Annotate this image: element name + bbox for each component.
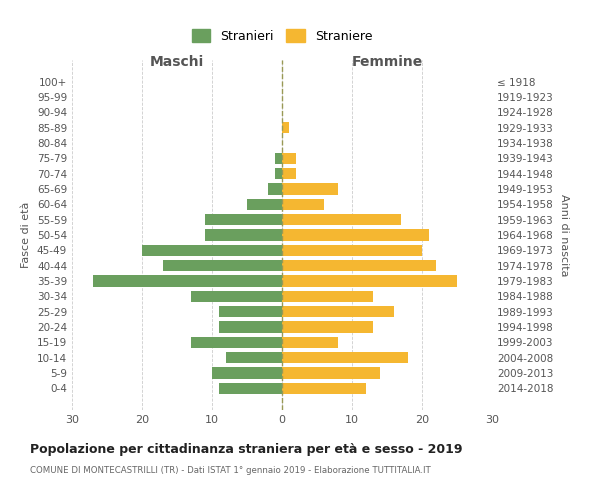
Bar	[282, 276, 457, 287]
Bar	[282, 244, 422, 256]
Bar	[268, 183, 282, 194]
Bar	[282, 168, 296, 179]
Bar	[275, 168, 282, 179]
Bar	[191, 290, 282, 302]
Bar	[282, 214, 401, 226]
Bar	[282, 382, 366, 394]
Bar	[219, 322, 282, 333]
Bar	[282, 306, 394, 318]
Bar	[282, 352, 408, 364]
Bar	[219, 382, 282, 394]
Legend: Stranieri, Straniere: Stranieri, Straniere	[187, 24, 377, 48]
Bar	[282, 368, 380, 379]
Y-axis label: Fasce di età: Fasce di età	[22, 202, 31, 268]
Bar	[282, 152, 296, 164]
Text: COMUNE DI MONTECASTRILLI (TR) - Dati ISTAT 1° gennaio 2019 - Elaborazione TUTTIT: COMUNE DI MONTECASTRILLI (TR) - Dati IST…	[30, 466, 431, 475]
Bar	[191, 336, 282, 348]
Text: Popolazione per cittadinanza straniera per età e sesso - 2019: Popolazione per cittadinanza straniera p…	[30, 442, 463, 456]
Bar	[163, 260, 282, 272]
Bar	[282, 290, 373, 302]
Bar	[282, 122, 289, 134]
Bar	[275, 152, 282, 164]
Bar	[205, 214, 282, 226]
Bar	[282, 183, 338, 194]
Bar	[282, 229, 429, 241]
Bar	[282, 260, 436, 272]
Bar	[226, 352, 282, 364]
Bar	[142, 244, 282, 256]
Y-axis label: Anni di nascita: Anni di nascita	[559, 194, 569, 276]
Bar	[282, 322, 373, 333]
Bar	[247, 198, 282, 210]
Bar	[282, 198, 324, 210]
Text: Maschi: Maschi	[150, 56, 204, 70]
Text: Femmine: Femmine	[352, 56, 422, 70]
Bar	[205, 229, 282, 241]
Bar	[219, 306, 282, 318]
Bar	[212, 368, 282, 379]
Bar	[282, 336, 338, 348]
Bar	[93, 276, 282, 287]
